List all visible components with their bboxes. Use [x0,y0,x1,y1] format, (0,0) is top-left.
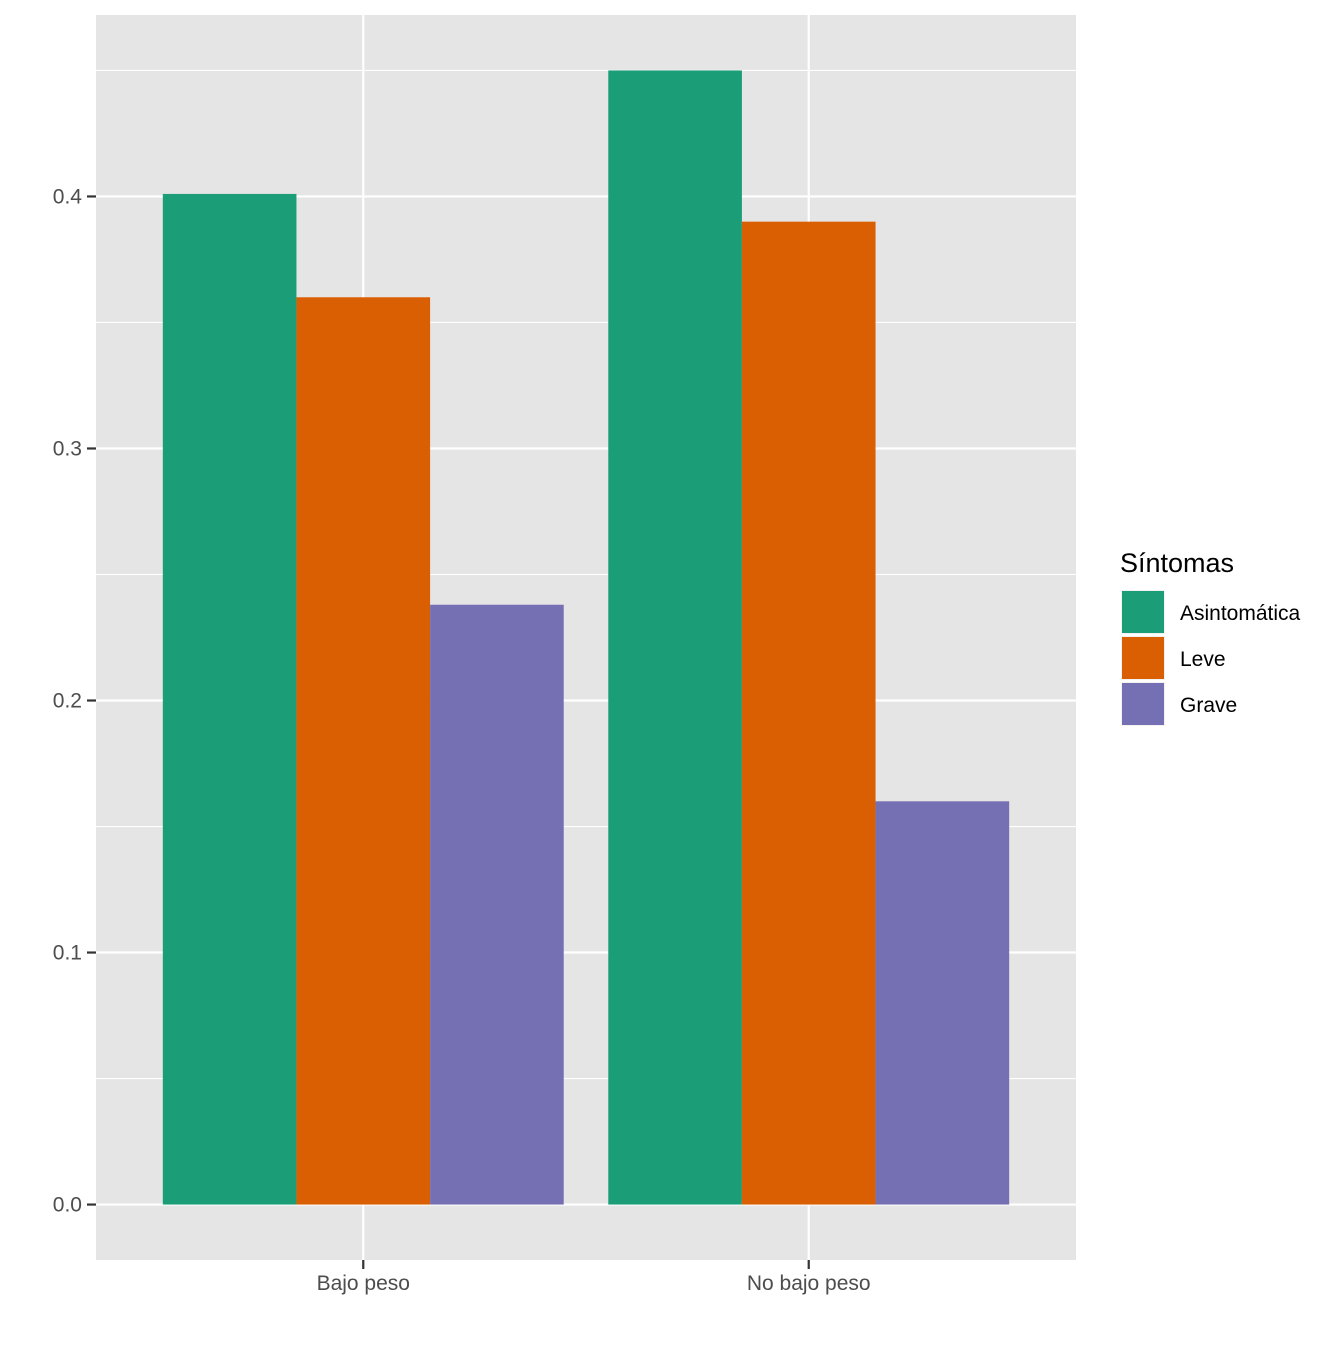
bar-leve-bajo-peso [296,297,431,1205]
y-tick-label: 0.4 [53,185,83,208]
x-axis: Bajo peso No bajo peso [317,1260,871,1295]
legend-swatch [1122,637,1164,679]
bar-leve-no-bajo-peso [741,221,876,1205]
x-tick-label: No bajo peso [747,1272,871,1295]
legend-swatch [1122,591,1164,633]
y-tick-label: 0.2 [53,690,82,713]
legend: Síntomas Asintomática Leve Grave [1120,548,1301,726]
y-tick-label: 0.3 [53,437,82,460]
y-axis: 0.0 0.1 0.2 0.3 0.4 [53,185,96,1217]
bars [162,70,1010,1205]
legend-label: Leve [1180,648,1226,671]
legend-label: Grave [1180,694,1237,717]
bar-asintomatica-no-bajo-peso [608,70,742,1205]
legend-label: Asintomática [1180,602,1301,625]
y-tick-label: 0.0 [53,1194,82,1217]
bar-grave-no-bajo-peso [875,801,1010,1205]
bar-grave-bajo-peso [430,604,564,1205]
bar-asintomatica-bajo-peso [162,193,297,1205]
legend-swatch [1122,683,1164,725]
x-tick-label: Bajo peso [317,1272,410,1295]
legend-title: Síntomas [1120,548,1234,578]
y-tick-label: 0.1 [53,942,82,965]
